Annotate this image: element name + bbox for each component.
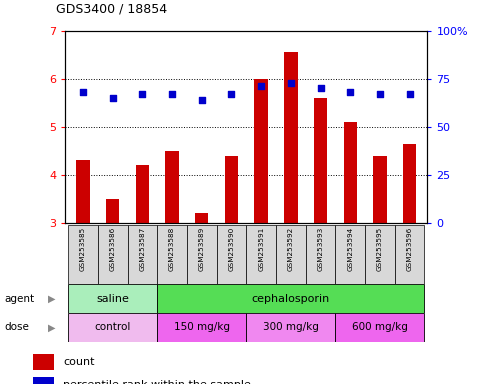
Text: GSM253594: GSM253594	[347, 227, 353, 271]
Bar	[395, 225, 425, 284]
Bar	[403, 144, 416, 223]
Point	[406, 91, 413, 97]
Point	[227, 91, 235, 97]
Bar	[195, 213, 209, 223]
Point	[287, 79, 295, 86]
Point	[79, 89, 87, 95]
Point	[346, 89, 354, 95]
Bar	[343, 122, 357, 223]
Text: GSM253589: GSM253589	[199, 227, 205, 271]
Bar	[157, 284, 425, 313]
Text: percentile rank within the sample: percentile rank within the sample	[63, 381, 251, 384]
Text: GSM253586: GSM253586	[110, 227, 116, 271]
Bar	[68, 284, 157, 313]
Text: cephalosporin: cephalosporin	[252, 293, 330, 304]
Bar	[373, 156, 386, 223]
Bar	[106, 199, 119, 223]
Point	[109, 95, 116, 101]
Text: dose: dose	[5, 322, 30, 333]
Text: GDS3400 / 18854: GDS3400 / 18854	[56, 2, 167, 15]
Bar	[314, 98, 327, 223]
Point	[168, 91, 176, 97]
Bar	[217, 225, 246, 284]
Bar	[187, 225, 217, 284]
Text: GSM253592: GSM253592	[288, 227, 294, 271]
Text: agent: agent	[5, 293, 35, 304]
Bar	[335, 313, 425, 342]
Bar	[246, 313, 335, 342]
Text: control: control	[95, 322, 131, 333]
Text: GSM253591: GSM253591	[258, 227, 264, 271]
Bar	[276, 225, 306, 284]
Bar	[68, 313, 157, 342]
Bar	[157, 313, 246, 342]
Point	[376, 91, 384, 97]
Text: GSM253585: GSM253585	[80, 227, 86, 271]
Text: GSM253595: GSM253595	[377, 227, 383, 271]
Bar	[157, 225, 187, 284]
Text: saline: saline	[96, 293, 129, 304]
Bar	[76, 161, 90, 223]
Bar	[335, 225, 365, 284]
Bar	[33, 377, 55, 384]
Text: 150 mg/kg: 150 mg/kg	[174, 322, 230, 333]
Point	[198, 97, 206, 103]
Bar	[306, 225, 335, 284]
Bar	[246, 225, 276, 284]
Point	[317, 85, 325, 91]
Bar	[136, 165, 149, 223]
Bar	[165, 151, 179, 223]
Bar	[98, 225, 128, 284]
Bar	[225, 156, 238, 223]
Text: ▶: ▶	[48, 293, 56, 304]
Bar	[33, 354, 55, 370]
Text: GSM253590: GSM253590	[228, 227, 234, 271]
Point	[139, 91, 146, 97]
Text: ▶: ▶	[48, 322, 56, 333]
Text: GSM253593: GSM253593	[317, 227, 324, 271]
Text: GSM253588: GSM253588	[169, 227, 175, 271]
Text: GSM253596: GSM253596	[407, 227, 412, 271]
Bar	[128, 225, 157, 284]
Bar	[365, 225, 395, 284]
Text: 300 mg/kg: 300 mg/kg	[263, 322, 319, 333]
Bar	[68, 225, 98, 284]
Point	[257, 83, 265, 89]
Bar	[255, 79, 268, 223]
Bar	[284, 52, 298, 223]
Text: count: count	[63, 358, 95, 367]
Text: GSM253587: GSM253587	[140, 227, 145, 271]
Text: 600 mg/kg: 600 mg/kg	[352, 322, 408, 333]
